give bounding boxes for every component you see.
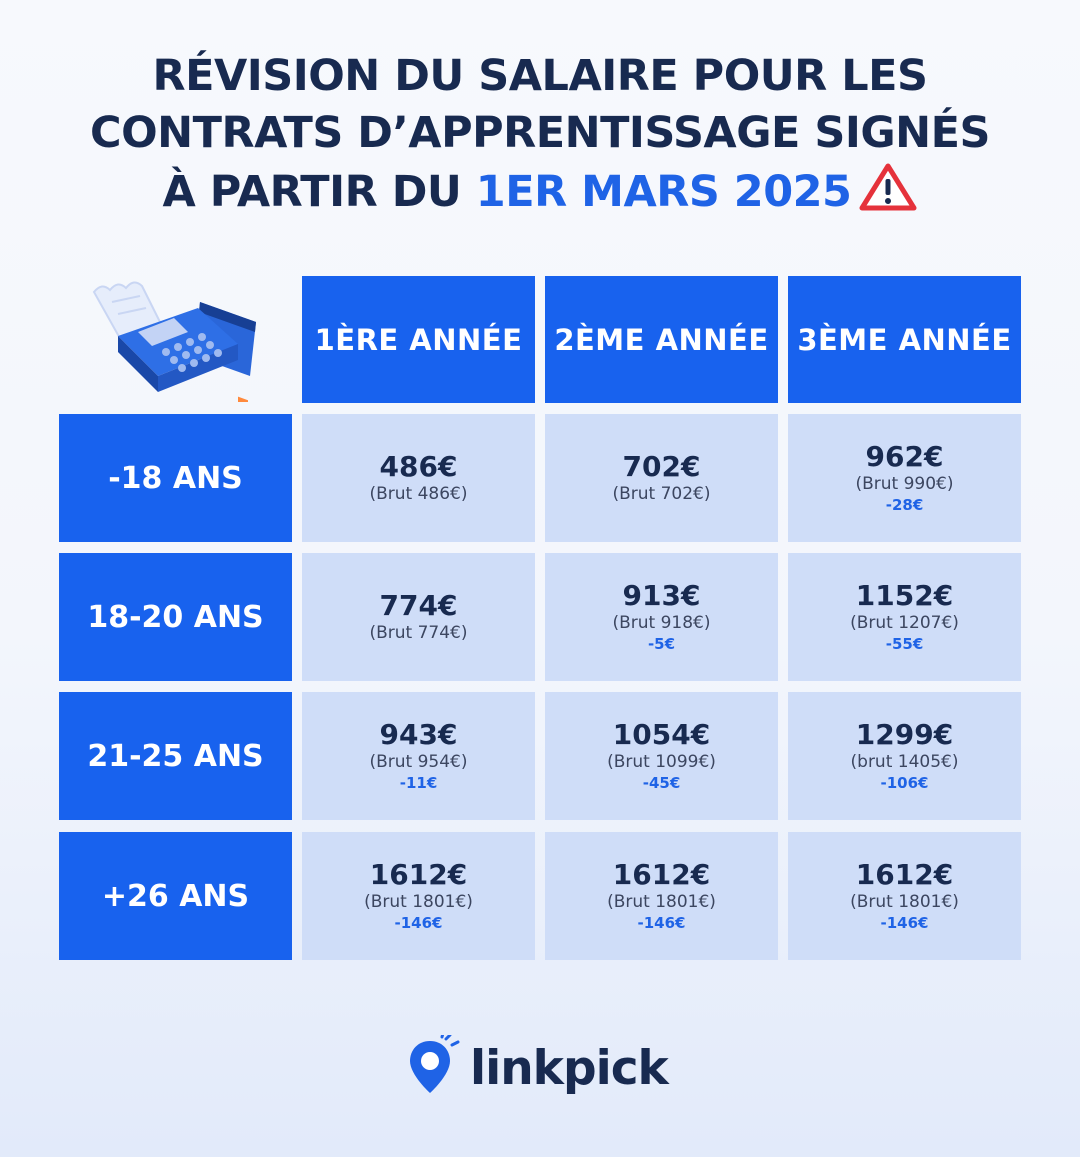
table-cell: 1054€ (Brut 1099€) -45€ — [545, 692, 778, 820]
table-cell: 962€ (Brut 990€) -28€ — [788, 414, 1021, 542]
table-cell: 1612€ (Brut 1801€) -146€ — [545, 832, 778, 960]
net-salary: 774€ — [379, 589, 458, 622]
table-cell: 1612€ (Brut 1801€) -146€ — [302, 832, 535, 960]
row-label-under-18: -18 ANS — [59, 414, 292, 542]
column-header-year-3: 3ÈME ANNÉE — [788, 276, 1021, 403]
net-salary: 943€ — [379, 718, 458, 751]
net-salary: 1152€ — [855, 579, 954, 612]
difference: -146€ — [637, 914, 686, 932]
net-salary: 1612€ — [612, 858, 711, 891]
table-cell: 702€ (Brut 702€) — [545, 414, 778, 542]
warning-triangle-icon — [859, 162, 917, 227]
net-salary: 962€ — [865, 440, 944, 473]
net-salary: 1612€ — [369, 858, 468, 891]
gross-salary: (Brut 1801€) — [364, 892, 473, 912]
difference: -11€ — [399, 774, 438, 792]
row-label-18-20: 18-20 ANS — [59, 553, 292, 681]
table-cell: 913€ (Brut 918€) -5€ — [545, 553, 778, 681]
column-header-year-2: 2ÈME ANNÉE — [545, 276, 778, 403]
gross-salary: (Brut 1207€) — [850, 613, 959, 633]
difference: -28€ — [885, 496, 924, 514]
gross-salary: (Brut 1099€) — [607, 752, 716, 772]
row-label-26-plus: +26 ANS — [59, 832, 292, 960]
net-salary: 486€ — [379, 450, 458, 483]
title-line-1: RÉVISION DU SALAIRE POUR LES — [152, 51, 928, 101]
gross-salary: (Brut 1801€) — [607, 892, 716, 912]
payment-terminal-icon — [88, 272, 268, 408]
gross-salary: (Brut 954€) — [369, 752, 468, 772]
table-cell: 1299€ (brut 1405€) -106€ — [788, 692, 1021, 820]
difference: -5€ — [647, 635, 676, 653]
row-label-21-25: 21-25 ANS — [59, 692, 292, 820]
column-header-year-1: 1ÈRE ANNÉE — [302, 276, 535, 403]
net-salary: 913€ — [622, 579, 701, 612]
location-pin-icon — [408, 1031, 460, 1101]
net-salary: 1612€ — [855, 858, 954, 891]
title-line-3-prefix: À PARTIR DU — [162, 167, 476, 217]
difference: -146€ — [394, 914, 443, 932]
table-cell: 943€ (Brut 954€) -11€ — [302, 692, 535, 820]
table-cell: 1612€ (Brut 1801€) -146€ — [788, 832, 1021, 960]
gross-salary: (brut 1405€) — [850, 752, 959, 772]
table-cell: 486€ (Brut 486€) — [302, 414, 535, 542]
net-salary: 1299€ — [855, 718, 954, 751]
difference: -146€ — [880, 914, 929, 932]
gross-salary: (Brut 774€) — [369, 623, 468, 643]
difference: -55€ — [885, 635, 924, 653]
table-cell: 774€ (Brut 774€) — [302, 553, 535, 681]
title-line-2: CONTRATS D’APPRENTISSAGE SIGNÉS — [90, 108, 990, 158]
title-line-3: À PARTIR DU 1ER MARS 2025 — [0, 162, 1080, 227]
gross-salary: (Brut 1801€) — [850, 892, 959, 912]
title-date: 1ER MARS 2025 — [475, 167, 852, 217]
brand-logo: linkpick — [408, 1031, 669, 1101]
gross-salary: (Brut 990€) — [855, 474, 954, 494]
table-cell: 1152€ (Brut 1207€) -55€ — [788, 553, 1021, 681]
difference: -106€ — [880, 774, 929, 792]
gross-salary: (Brut 702€) — [612, 484, 711, 504]
page-title: RÉVISION DU SALAIRE POUR LES CONTRATS D’… — [0, 48, 1080, 227]
net-salary: 702€ — [622, 450, 701, 483]
net-salary: 1054€ — [612, 718, 711, 751]
gross-salary: (Brut 918€) — [612, 613, 711, 633]
difference: -45€ — [642, 774, 681, 792]
gross-salary: (Brut 486€) — [369, 484, 468, 504]
brand-name: linkpick — [470, 1040, 669, 1096]
